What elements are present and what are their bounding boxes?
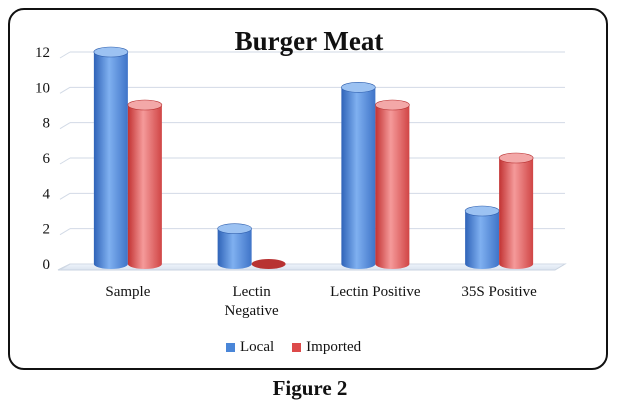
chart-legend: Local Imported [226, 339, 361, 356]
gridline-depth [59, 157, 71, 165]
bar-body [127, 105, 162, 269]
x-category-label: Lectin Positive [330, 284, 421, 300]
y-tick-label: 8 [43, 116, 51, 132]
legend-item-local: Local [226, 339, 274, 356]
bar-body [465, 211, 500, 269]
bar-top [464, 205, 500, 217]
bar-local-1 [217, 223, 252, 269]
legend-label-imported: Imported [306, 339, 362, 355]
y-tick-label: 4 [43, 186, 51, 202]
bar-imported-0 [127, 99, 163, 269]
bar-top [375, 99, 410, 111]
x-category-label: Sample [105, 284, 150, 300]
bar-base [251, 259, 286, 269]
legend-swatch-imported [292, 343, 302, 352]
bar-top [217, 223, 252, 234]
bar-local-3 [464, 205, 500, 269]
x-category-label: Lectin Negative [225, 284, 279, 319]
bar-body [217, 228, 252, 269]
y-tick-label: 2 [43, 222, 51, 238]
legend-item-imported: Imported [292, 339, 361, 356]
gridline-depth [59, 228, 71, 236]
y-tick-label: 12 [35, 45, 50, 61]
bar-body [375, 105, 410, 269]
y-tick-label: 10 [35, 80, 50, 96]
gridline-depth [59, 263, 71, 271]
legend-label-local: Local [240, 339, 275, 355]
y-tick-label: 0 [43, 257, 51, 273]
bar-top [341, 82, 376, 93]
gridline-depth [59, 192, 71, 200]
bar-local-2 [341, 82, 376, 269]
bar-top [127, 99, 163, 111]
bar-local-0 [93, 46, 129, 269]
y-tick-label: 6 [43, 151, 51, 167]
gridline-depth [59, 122, 71, 130]
x-category-label: 35S Positive [461, 284, 537, 300]
bar-body [499, 158, 534, 269]
gridline-depth [59, 86, 71, 94]
bar-body [93, 52, 128, 269]
legend-swatch-local [226, 343, 235, 352]
bar-top [498, 152, 534, 164]
chart-title: Burger Meat [235, 26, 384, 56]
bar-body [341, 87, 376, 269]
bar-top [93, 46, 129, 58]
bar-imported-3 [498, 152, 534, 269]
gridline-depth [59, 51, 71, 59]
figure-caption: Figure 2 [272, 376, 348, 400]
bar-imported-2 [375, 99, 410, 269]
bar-imported-1 [251, 259, 286, 269]
